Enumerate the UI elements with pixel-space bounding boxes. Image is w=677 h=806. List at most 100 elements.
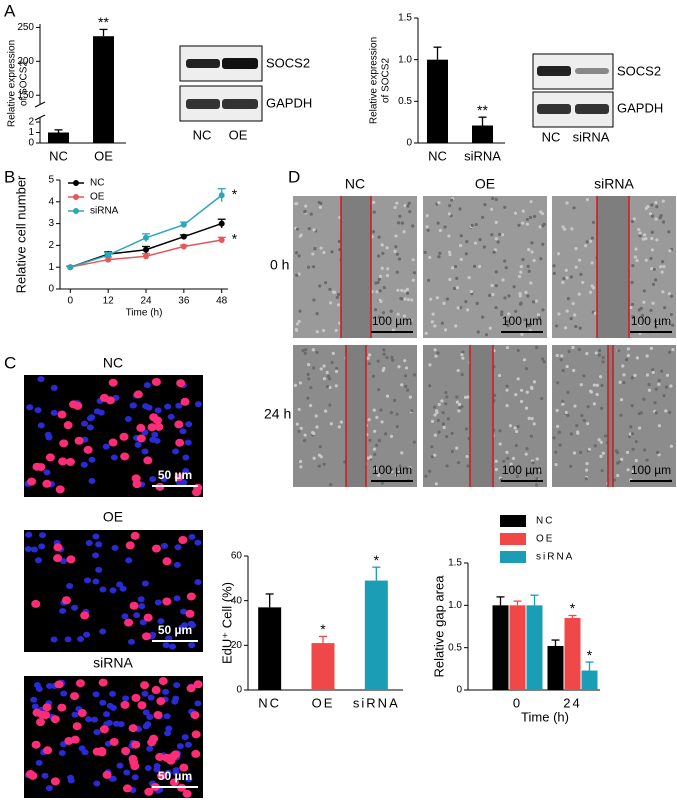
cell	[295, 422, 299, 426]
cell	[653, 319, 658, 324]
cell	[391, 328, 396, 332]
cell	[626, 347, 630, 351]
cell	[664, 409, 668, 413]
cell	[668, 410, 672, 414]
nucleus	[139, 619, 147, 626]
nucleus	[174, 473, 184, 482]
cell	[514, 443, 518, 448]
nucleus	[184, 439, 192, 446]
cell	[465, 239, 469, 244]
cell	[455, 400, 460, 404]
cell	[448, 252, 452, 257]
nucleus	[99, 393, 109, 402]
cell	[600, 406, 604, 411]
cell	[578, 326, 582, 330]
nucleus	[59, 439, 69, 448]
cell	[295, 273, 299, 277]
cell	[372, 447, 377, 451]
cell	[525, 222, 529, 226]
nucleus	[111, 544, 119, 551]
cell	[328, 377, 332, 381]
nucleus	[42, 703, 52, 712]
cell	[319, 455, 323, 459]
nucleus	[57, 703, 67, 712]
cell	[377, 438, 382, 443]
cell	[374, 281, 378, 285]
significance: *	[374, 552, 380, 568]
point	[143, 253, 149, 260]
cell	[483, 202, 487, 207]
cell	[443, 225, 447, 229]
cell	[575, 423, 579, 428]
cell	[458, 207, 462, 211]
cell	[494, 237, 498, 241]
cell	[297, 319, 301, 324]
cell	[377, 473, 381, 477]
cell	[498, 429, 502, 433]
x-tick-label: 24	[563, 695, 581, 710]
cell	[513, 211, 518, 215]
cell	[375, 443, 379, 447]
nucleus	[67, 777, 75, 784]
lane-label: NC	[542, 129, 561, 144]
cell	[656, 450, 660, 455]
cell	[626, 468, 630, 472]
cell	[410, 298, 414, 302]
cell	[377, 235, 381, 239]
significance: *	[587, 647, 593, 663]
cell	[309, 386, 313, 390]
cell	[584, 244, 588, 248]
nucleus	[86, 415, 94, 422]
nucleus	[116, 762, 124, 769]
cell	[298, 309, 302, 313]
cell	[600, 469, 604, 473]
cell	[464, 252, 468, 256]
cell	[470, 223, 474, 227]
cell	[433, 453, 437, 457]
cell	[378, 289, 382, 293]
cell	[580, 413, 584, 418]
column-label: siRNA	[594, 176, 634, 192]
cell	[505, 384, 509, 388]
nucleus	[34, 557, 42, 564]
nucleus	[116, 581, 124, 588]
nucleus	[162, 642, 170, 649]
nucleus	[92, 747, 102, 756]
cell	[312, 265, 316, 269]
x-tick-label: OE	[312, 695, 335, 710]
nucleus	[88, 477, 96, 484]
nucleus	[162, 597, 172, 606]
cell	[461, 356, 465, 360]
cell	[504, 266, 508, 270]
nucleus	[151, 544, 161, 553]
significance: *	[232, 231, 238, 247]
cell	[294, 251, 299, 255]
cell	[660, 270, 664, 274]
cell	[412, 440, 416, 444]
cell	[601, 356, 605, 360]
legend-marker	[73, 194, 79, 200]
cell	[319, 367, 323, 371]
y-tick-label: 0	[48, 284, 54, 295]
cell	[527, 269, 531, 273]
cell	[459, 257, 463, 262]
nucleus	[157, 618, 165, 625]
cell	[669, 294, 674, 298]
column-label: NC	[345, 176, 365, 192]
nucleus	[119, 585, 127, 592]
nucleus	[142, 403, 150, 410]
nucleus	[186, 684, 196, 693]
cell	[525, 446, 529, 451]
significance: *	[320, 621, 326, 637]
x-tick-label: 0	[68, 296, 74, 307]
cell	[371, 374, 376, 378]
cell	[552, 271, 556, 275]
cell	[641, 237, 645, 241]
x-tick-label: 24	[140, 296, 152, 307]
nucleus	[193, 680, 203, 689]
cell	[403, 204, 407, 208]
cell	[472, 264, 477, 268]
cell	[377, 388, 381, 392]
blot: SOCS2 GAPDH NC siRNA	[532, 53, 663, 144]
cell	[378, 298, 382, 302]
